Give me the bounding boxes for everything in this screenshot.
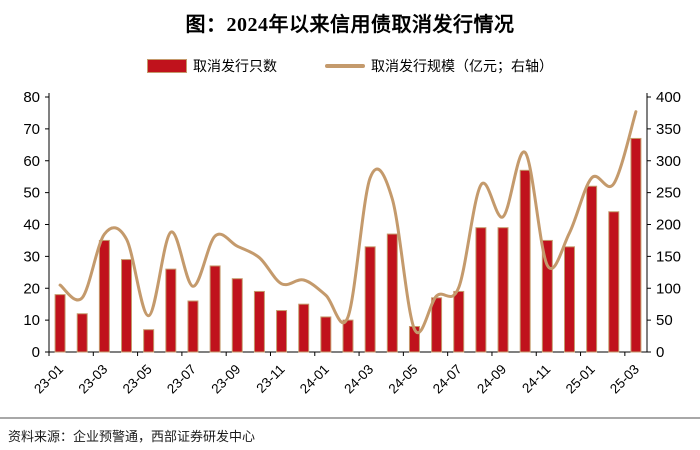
x-axis-label: 25-01 xyxy=(563,362,598,397)
right-axis-label: 250 xyxy=(656,185,681,202)
x-axis-label: 24-01 xyxy=(297,362,332,397)
bar xyxy=(98,239,110,353)
bar xyxy=(475,227,487,353)
bar xyxy=(608,211,620,353)
bar xyxy=(209,265,221,353)
chart-plot-area: 0 10 20 30 40 50 60 70 80 0 50 100 150 200 250 300 350 40… xyxy=(23,89,681,397)
bar xyxy=(453,290,465,353)
bar-series-swatch xyxy=(147,59,187,73)
x-axis-label: 25-03 xyxy=(607,362,642,397)
bar xyxy=(431,297,443,353)
left-axis-label: 10 xyxy=(23,312,40,329)
x-axis-label: 24-09 xyxy=(474,362,509,397)
chart-title: 图：2024年以来信用债取消发行情况 xyxy=(185,14,515,36)
right-axis-label: 400 xyxy=(656,89,681,106)
x-axis-label: 23-07 xyxy=(164,362,199,397)
x-axis-label: 23-09 xyxy=(208,362,243,397)
x-axis-label: 23-11 xyxy=(253,362,287,396)
x-axis-label: 24-07 xyxy=(430,362,465,397)
left-axis-label: 40 xyxy=(23,217,40,234)
bar xyxy=(386,233,398,353)
x-axis-label: 23-03 xyxy=(75,362,110,397)
line-series xyxy=(58,110,638,334)
bar xyxy=(320,316,332,353)
x-axis-label: 24-03 xyxy=(341,362,376,397)
bar xyxy=(143,329,155,353)
left-axis-label: 80 xyxy=(23,89,40,106)
bar xyxy=(586,185,598,353)
right-axis-label: 100 xyxy=(656,280,681,297)
bar xyxy=(187,300,199,353)
left-axis-label: 50 xyxy=(23,185,40,202)
bar xyxy=(253,290,265,353)
legend-label-bars: 取消发行只数 xyxy=(193,60,277,75)
right-axis-label: 50 xyxy=(656,312,673,329)
right-axis-label: 200 xyxy=(656,217,681,234)
bar xyxy=(276,310,288,353)
bar xyxy=(121,259,133,353)
left-axis-label: 70 xyxy=(23,121,40,138)
bar xyxy=(519,169,531,353)
bar xyxy=(165,268,177,353)
right-axis-label: 300 xyxy=(656,153,681,170)
legend-label-line: 取消发行规模（亿元；右轴） xyxy=(371,60,553,75)
x-axis-label: 24-11 xyxy=(519,362,553,396)
bar xyxy=(342,319,354,353)
right-axis-label: 350 xyxy=(656,121,681,138)
legend-item-line: 取消发行规模（亿元；右轴） xyxy=(325,56,553,76)
right-axis-label: 0 xyxy=(656,344,664,361)
x-axis-label: 24-05 xyxy=(386,362,421,397)
left-axis-label: 60 xyxy=(23,153,40,170)
right-axis-label: 150 xyxy=(656,248,681,265)
bar xyxy=(231,278,243,353)
left-axis-label: 0 xyxy=(32,344,40,361)
legend-item-bars: 取消发行只数 xyxy=(147,56,277,76)
left-axis-label: 30 xyxy=(23,248,40,265)
x-axis-label: 23-05 xyxy=(120,362,155,397)
left-axis-label: 20 xyxy=(23,280,40,297)
bar xyxy=(563,246,575,353)
line-series-swatch xyxy=(325,64,365,68)
bar xyxy=(76,313,88,353)
source-note: 资料来源：企业预警通，西部证券研发中心 xyxy=(8,429,256,444)
bar xyxy=(54,294,66,353)
x-axis-label: 23-01 xyxy=(31,362,66,397)
legend: 取消发行只数 取消发行规模（亿元；右轴） xyxy=(0,56,700,76)
bar xyxy=(541,239,553,353)
bar xyxy=(630,137,642,353)
bar xyxy=(364,246,376,353)
bar xyxy=(298,303,310,353)
bar xyxy=(497,227,509,353)
separator-line xyxy=(0,417,700,419)
